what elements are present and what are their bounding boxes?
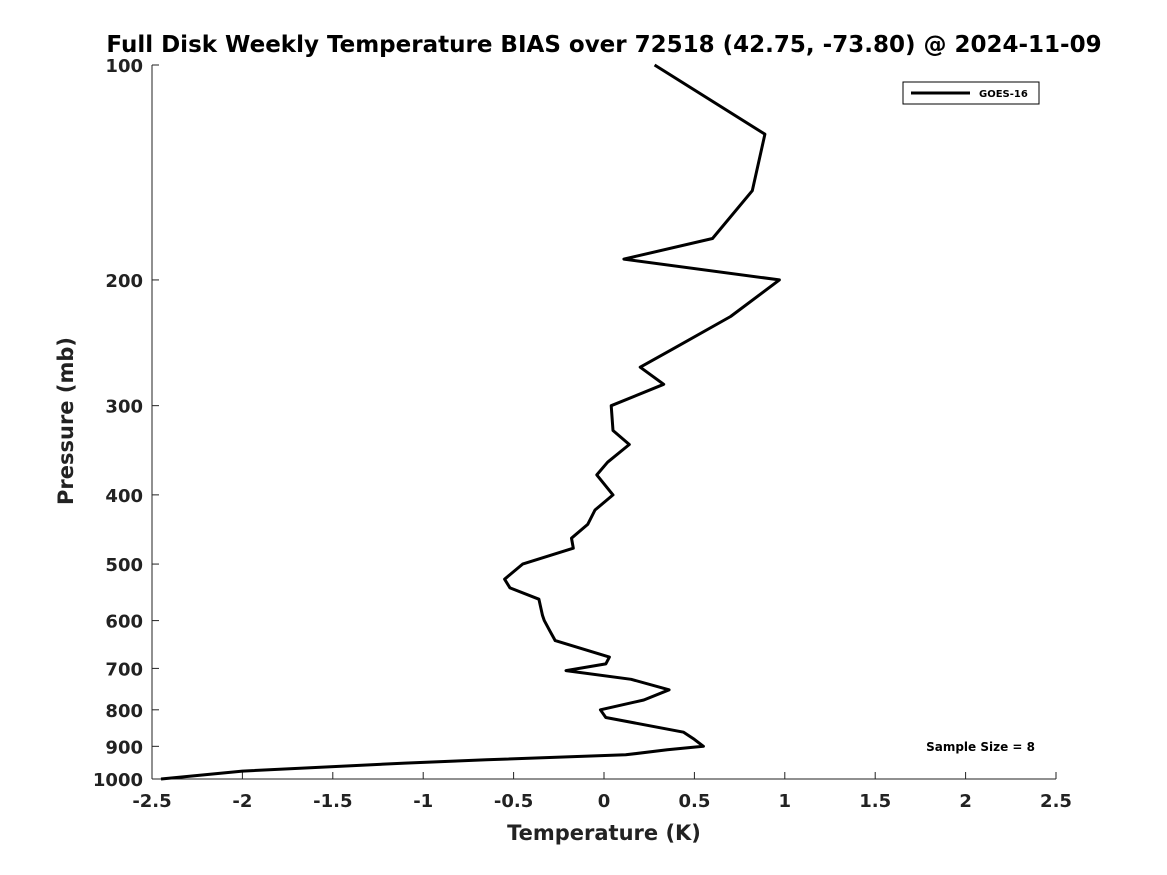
legend-box xyxy=(902,81,1040,105)
x-tick-label: 1 xyxy=(779,791,792,812)
sample-size-annotation: Sample Size = 8 xyxy=(926,740,1035,754)
y-tick-label: 700 xyxy=(105,659,143,680)
axes xyxy=(151,65,1056,780)
y-tick-label: 600 xyxy=(105,612,143,633)
x-tick-label: 1.5 xyxy=(859,791,891,812)
y-tick-label: 100 xyxy=(105,56,143,77)
series-line-goes-16 xyxy=(160,63,781,781)
y-tick-label: 900 xyxy=(105,737,143,758)
x-tick-label: 0.5 xyxy=(678,791,710,812)
x-tick-label: -1.5 xyxy=(313,791,352,812)
y-tick-label: 200 xyxy=(105,271,143,292)
y-tick-label: 300 xyxy=(105,397,143,418)
y-tick-label: 1000 xyxy=(93,770,143,791)
y-tick-label: 500 xyxy=(105,555,143,576)
x-tick-label: -2 xyxy=(232,791,252,812)
y-axis-label: Pressure (mb) xyxy=(54,337,78,505)
x-tick-label: 0 xyxy=(598,791,611,812)
plot-area xyxy=(160,63,781,781)
x-tick-label: -2.5 xyxy=(132,791,171,812)
legend-label-goes-16: GOES-16 xyxy=(979,89,1028,100)
y-tick-label: 800 xyxy=(105,701,143,722)
x-tick-label: -0.5 xyxy=(494,791,533,812)
x-axis: -2.5 -2 -1.5 -1 -0.5 0 0.5 1 1.5 2 2.5 xyxy=(132,772,1072,812)
y-tick-label: 400 xyxy=(105,486,143,507)
x-tick-label: 2.5 xyxy=(1040,791,1072,812)
legend: GOES-16 xyxy=(902,81,1040,105)
x-tick-label: -1 xyxy=(413,791,433,812)
x-tick-label: 2 xyxy=(959,791,972,812)
chart-title: Full Disk Weekly Temperature BIAS over 7… xyxy=(106,32,1101,58)
x-axis-label: Temperature (K) xyxy=(507,821,701,845)
y-axis: 100 200 300 400 500 600 700 800 900 1000 xyxy=(93,56,159,791)
